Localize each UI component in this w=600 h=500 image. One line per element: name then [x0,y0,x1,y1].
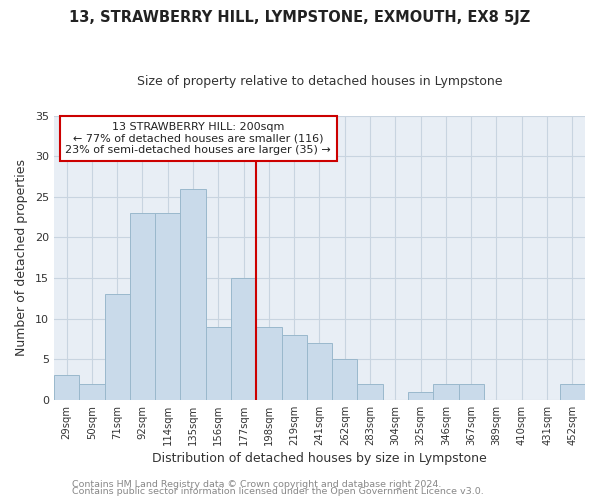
Bar [307,343,332,400]
Y-axis label: Number of detached properties: Number of detached properties [15,159,28,356]
Title: Size of property relative to detached houses in Lympstone: Size of property relative to detached ho… [137,75,502,88]
Bar [54,376,79,400]
Bar [155,213,181,400]
Bar [433,384,458,400]
Bar [358,384,383,400]
Text: Contains public sector information licensed under the Open Government Licence v3: Contains public sector information licen… [72,487,484,496]
Bar [104,294,130,400]
Bar [79,384,104,400]
Bar [206,326,231,400]
Bar [560,384,585,400]
Text: Contains HM Land Registry data © Crown copyright and database right 2024.: Contains HM Land Registry data © Crown c… [72,480,442,489]
Bar [458,384,484,400]
Bar [181,188,206,400]
Bar [256,326,281,400]
Bar [130,213,155,400]
X-axis label: Distribution of detached houses by size in Lympstone: Distribution of detached houses by size … [152,452,487,465]
Bar [332,359,358,400]
Text: 13 STRAWBERRY HILL: 200sqm
← 77% of detached houses are smaller (116)
23% of sem: 13 STRAWBERRY HILL: 200sqm ← 77% of deta… [65,122,331,156]
Bar [408,392,433,400]
Bar [281,335,307,400]
Bar [231,278,256,400]
Text: 13, STRAWBERRY HILL, LYMPSTONE, EXMOUTH, EX8 5JZ: 13, STRAWBERRY HILL, LYMPSTONE, EXMOUTH,… [70,10,530,25]
